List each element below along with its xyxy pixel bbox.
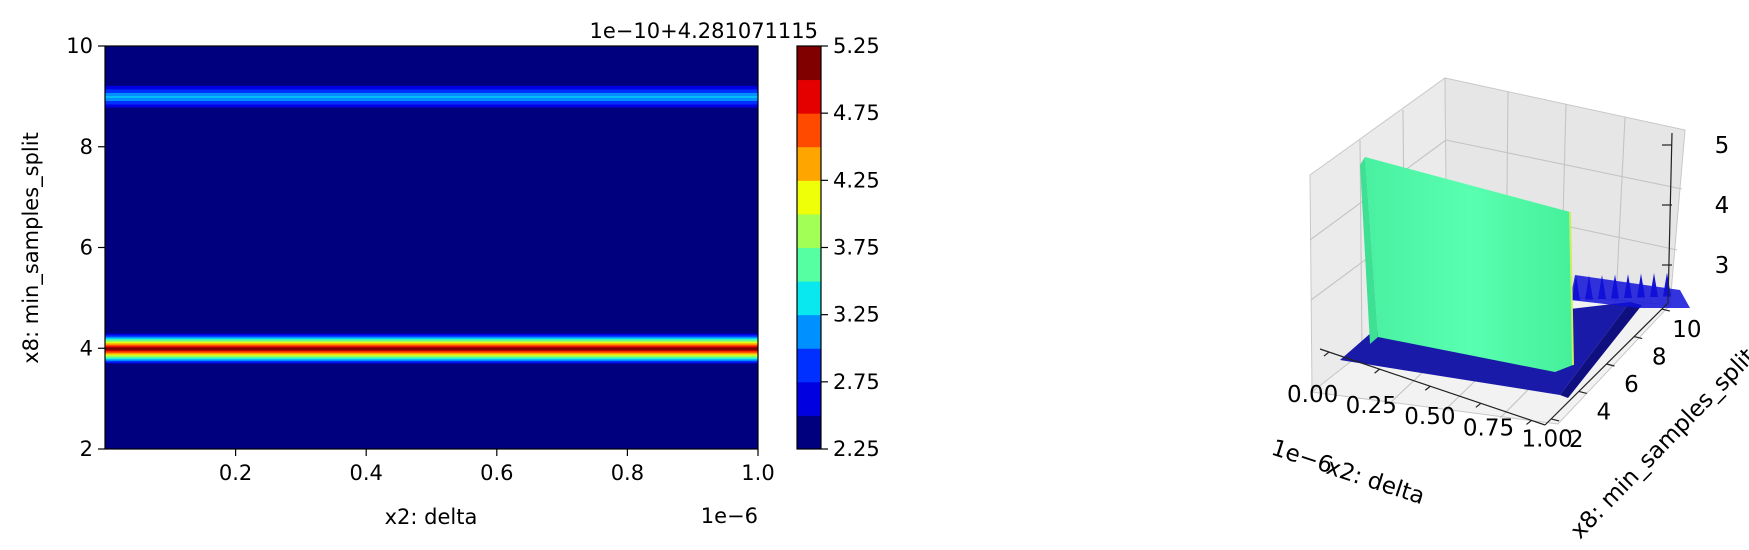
surface-x-ticks: 0.00 0.25 0.50 0.75 1.00 xyxy=(1287,351,1573,452)
colorbar-tick-label: 3.25 xyxy=(833,303,880,327)
heatmap-x-offset: 1e−6 xyxy=(701,504,758,528)
surface-spike-band xyxy=(1570,275,1690,308)
surface-y-tick xyxy=(1578,390,1587,395)
colorbar-tick-label: 4.75 xyxy=(833,101,880,125)
heatmap-cell xyxy=(105,333,758,335)
surface-x-tick-label: 1.00 xyxy=(1522,426,1573,452)
heatmap-x-tick-label: 0.2 xyxy=(219,461,252,485)
heatmap-x-tick-label: 0.4 xyxy=(349,461,382,485)
heatmap-x-label: x2: delta xyxy=(385,505,478,529)
heatmap-y-tick-label: 6 xyxy=(80,236,93,260)
surface-x-tick-label: 0.25 xyxy=(1346,393,1397,419)
colorbar-swatch xyxy=(797,46,821,81)
surface-y-tick-label: 4 xyxy=(1597,399,1612,425)
colorbar-tick-label: 2.25 xyxy=(833,437,880,461)
heatmap-y-ticks: 2 4 6 8 10 xyxy=(66,34,105,461)
surface-y-tick-label: 8 xyxy=(1652,345,1667,371)
heatmap-cell xyxy=(105,85,758,87)
surface-x-tick xyxy=(1424,385,1431,391)
heatmap-x-ticks: 0.2 0.4 0.6 0.8 1.0 xyxy=(219,449,775,485)
colorbar-swatch xyxy=(797,180,821,215)
heatmap-y-tick-label: 8 xyxy=(80,135,93,159)
heatmap-x-tick-label: 1.0 xyxy=(741,461,774,485)
colorbar-swatch xyxy=(797,314,821,349)
surface-y-tick xyxy=(1551,418,1560,422)
colorbar-offset-text: 1e−10+4.281071115 xyxy=(590,19,818,43)
heatmap-x-tick-label: 0.6 xyxy=(480,461,513,485)
colorbar-ticks: 2.25 2.75 3.25 3.75 4.25 4.75 5.25 xyxy=(821,34,880,461)
surface-x-tick xyxy=(1374,368,1380,374)
surface-z-tick-label: 4 xyxy=(1715,193,1730,219)
colorbar-tick-label: 3.75 xyxy=(833,236,880,260)
surface-z-tick-label: 5 xyxy=(1715,133,1730,159)
surface-ridge-edge xyxy=(1569,211,1574,366)
colorbar-swatch xyxy=(797,247,821,282)
colorbar-swatch xyxy=(797,381,821,416)
surface-x-tick-label: 0.00 xyxy=(1287,382,1338,408)
surface-x-tick xyxy=(1526,419,1532,425)
colorbar-swatch xyxy=(797,113,821,148)
colorbar-tick-label: 5.25 xyxy=(833,34,880,58)
surface-floor-edge xyxy=(1560,302,1642,398)
heatmap-y-tick-label: 10 xyxy=(66,34,93,58)
surface-y-tick xyxy=(1661,308,1670,312)
z-axis-line xyxy=(1667,132,1673,304)
surface-y-tick-label: 6 xyxy=(1624,372,1639,398)
surface-x-label: x2: delta xyxy=(1323,454,1428,510)
colorbar-swatch xyxy=(797,281,821,316)
surface-z-tick-label: 3 xyxy=(1715,253,1730,279)
surface-spikes xyxy=(1570,272,1690,308)
surface-x-tick-label: 0.50 xyxy=(1404,404,1455,430)
colorbar-swatches xyxy=(797,46,821,450)
surface-ridge xyxy=(1365,157,1573,372)
colorbar-swatch xyxy=(797,146,821,181)
surface-y-tick xyxy=(1634,335,1643,340)
colorbar-tick-label: 4.25 xyxy=(833,168,880,192)
surface-x-tick xyxy=(1323,351,1330,357)
colorbar-swatch xyxy=(797,79,821,114)
surface-ridge-side xyxy=(1360,157,1378,344)
heatmap-body xyxy=(105,46,758,449)
colorbar: 2.25 2.75 3.25 3.75 4.25 4.75 5.25 1e−10+4.281… xyxy=(590,19,880,461)
colorbar-swatch xyxy=(797,415,821,450)
surface-y-tick-label: 10 xyxy=(1672,317,1701,343)
colorbar-swatch xyxy=(797,348,821,383)
heatmap-background xyxy=(105,46,758,449)
heatmap-y-tick-label: 4 xyxy=(80,336,93,360)
surface-x-tick xyxy=(1475,402,1482,408)
x-axis-line xyxy=(1319,348,1546,426)
heatmap-x-tick-label: 0.8 xyxy=(611,461,644,485)
surface-x-tick-label: 0.75 xyxy=(1463,415,1514,441)
surface-z-ticks: 3 4 5 xyxy=(1662,133,1729,279)
colorbar-tick-label: 2.75 xyxy=(833,370,880,394)
heatmap-y-tick-label: 2 xyxy=(80,437,93,461)
heatmap-panel: 0.2 0.4 0.6 0.8 1.0 2 4 6 8 10 x2: delta 1e−6 x8… xyxy=(19,34,775,529)
surface-y-tick xyxy=(1606,363,1615,367)
surface-y-tick-label: 2 xyxy=(1569,427,1584,453)
colorbar-swatch xyxy=(797,213,821,248)
heatmap-y-label: x8: min_samples_split xyxy=(19,132,44,364)
